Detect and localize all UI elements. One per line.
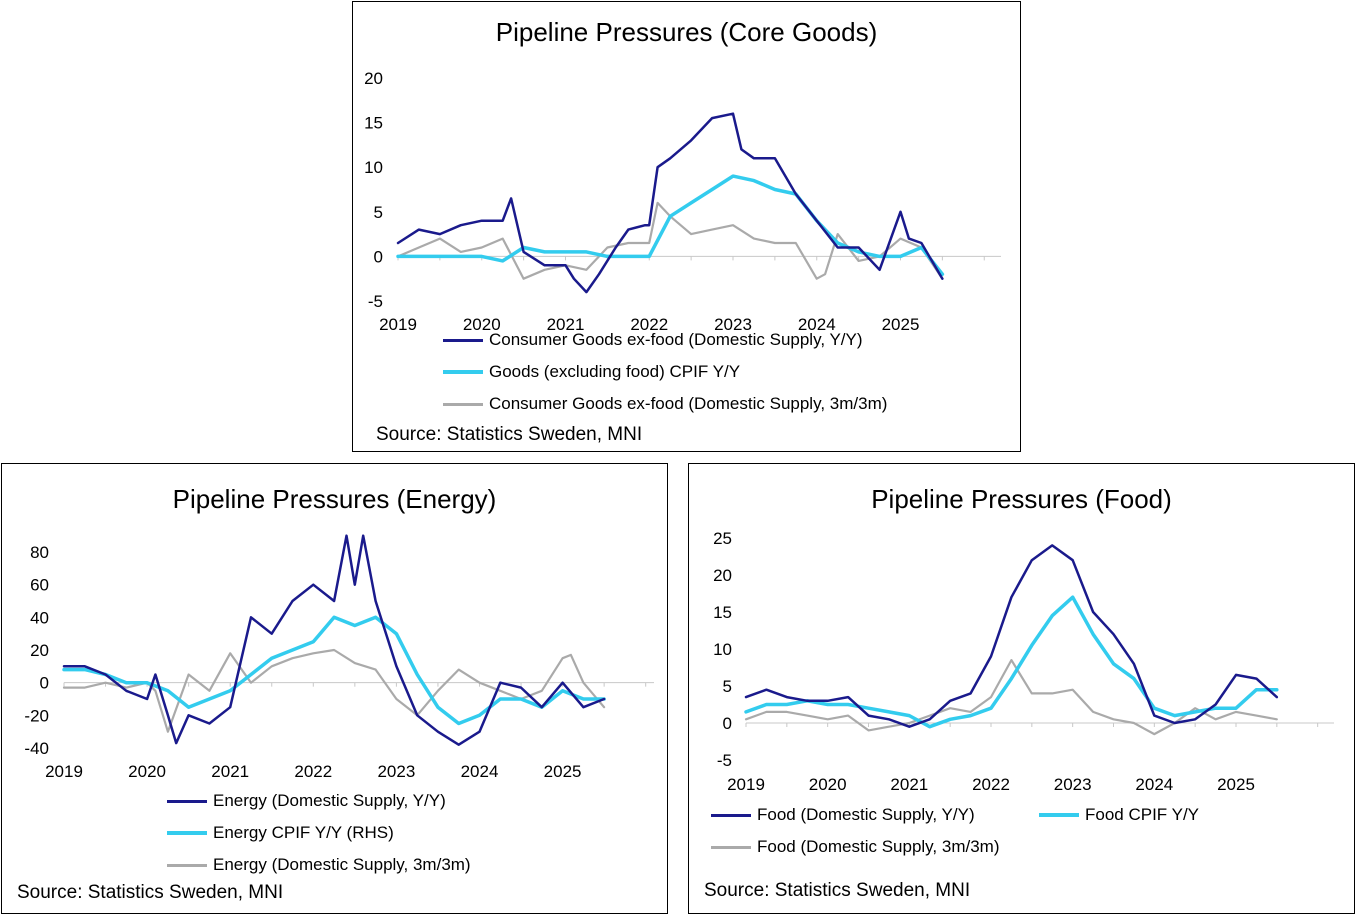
legend-swatch [443,402,483,406]
x-tick-label: 2023 [1054,775,1092,794]
y-tick-label: -20 [24,706,49,725]
x-tick-label: 2025 [882,315,920,332]
chart-panel-core-goods: Pipeline Pressures (Core Goods) 20 15 10 5 0… [352,1,1021,452]
series-line-2 [744,595,1279,729]
legend-label: Food (Domestic Supply, Y/Y) [757,805,975,824]
y-tick-label: 0 [723,714,732,733]
chart-title: Pipeline Pressures (Core Goods) [495,17,878,47]
legend-item: Food (Domestic Supply, 3m/3m) [711,837,999,857]
legend-item: Consumer Goods ex-food (Domestic Supply,… [443,394,887,414]
chart-title: Pipeline Pressures (Energy) [172,484,497,514]
legend-item: Energy (Domestic Supply, 3m/3m) [167,855,471,875]
legend-swatch [167,831,207,835]
legend-swatch [167,863,207,867]
y-tick-label: -5 [368,292,383,311]
series-line-1 [396,112,944,294]
x-tick-label: 2023 [377,762,415,781]
y-tick-label: 25 [713,529,732,548]
chart-panel-energy: Pipeline Pressures (Energy) 80 60 40 20 0 -20… [1,463,668,914]
legend-label: Goods (excluding food) CPIF Y/Y [489,362,741,381]
y-tick-label: 5 [374,203,383,222]
x-tick-label: 2021 [547,315,585,332]
legend-label: Consumer Goods ex-food (Domestic Supply,… [489,394,888,413]
y-tick-label: 60 [30,576,49,595]
x-tick-label: 2021 [890,775,928,794]
chart-plot-energy: 80 60 40 20 0 -20 -40 2019 2020 2021 2022 2023 2024 2… [24,534,654,781]
x-tick-label: 2024 [461,762,499,781]
source-note: Source: Statistics Sweden, MNI [704,880,971,901]
y-tick-label: 0 [40,674,49,693]
y-tick-label: 15 [364,114,383,133]
source-note: Source: Statistics Sweden, MNI [376,424,643,445]
legend-swatch [711,813,751,817]
series-line-1 [62,534,606,746]
x-tick-label: 2022 [294,762,332,781]
x-tick-label: 2024 [798,315,836,332]
x-tick-label: 2025 [1217,775,1255,794]
x-tick-label: 2021 [211,762,249,781]
y-tick-label: 5 [723,677,732,696]
legend-item: Consumer Goods ex-food (Domestic Supply,… [443,330,863,350]
legend-item: Goods (excluding food) CPIF Y/Y [443,362,740,382]
legend-swatch [1039,813,1079,817]
x-tick-label: 2023 [714,315,752,332]
legend-label: Food CPIF Y/Y [1085,805,1200,824]
x-tick-label: 2020 [463,315,501,332]
legend-swatch [443,370,483,374]
legend-item: Energy (Domestic Supply, Y/Y) [167,791,446,811]
x-tick-label: 2019 [379,315,417,332]
x-tick-label: 2019 [45,762,83,781]
legend-label: Consumer Goods ex-food (Domestic Supply,… [489,330,863,349]
legend-swatch [167,799,207,803]
x-tick-label: 2022 [972,775,1010,794]
x-tick-label: 2025 [544,762,582,781]
legend-item: Food CPIF Y/Y [1039,805,1199,825]
legend-swatch [443,338,483,342]
legend-label: Energy CPIF Y/Y (RHS) [213,823,394,842]
chart-title: Pipeline Pressures (Food) [871,484,1172,514]
y-tick-label: 20 [30,641,49,660]
y-tick-label: 10 [364,158,383,177]
legend-item: Energy CPIF Y/Y (RHS) [167,823,394,843]
y-tick-label: -40 [24,739,49,758]
legend-swatch [711,845,751,849]
chart-plot-core-goods: 20 15 10 5 0 -5 2019 2020 2021 2022 2023 2024 2025 [364,69,1001,332]
x-tick-label: 2020 [809,775,847,794]
y-tick-label: 40 [30,608,49,627]
chart-plot-food: 25 20 15 10 5 0 -5 2019 2020 2021 2022 2023 2024 2025 [713,529,1334,794]
y-tick-label: 15 [713,603,732,622]
y-tick-label: 80 [30,543,49,562]
x-tick-label: 2019 [727,775,765,794]
x-tick-label: 2024 [1135,775,1173,794]
y-tick-label: 20 [713,566,732,585]
series-line-2 [62,615,606,726]
series-line-3 [62,648,606,733]
legend-label: Energy (Domestic Supply, 3m/3m) [213,855,471,874]
series-line-2 [396,174,945,276]
chart-panel-food: Pipeline Pressures (Food) 25 20 15 10 5 0 -5 20… [688,463,1355,914]
y-tick-label: 20 [364,69,383,88]
legend-label: Energy (Domestic Supply, Y/Y) [213,791,446,810]
y-tick-label: 10 [713,640,732,659]
y-tick-label: -5 [717,751,732,770]
y-tick-label: 0 [374,247,383,266]
source-note: Source: Statistics Sweden, MNI [17,882,284,903]
legend-label: Food (Domestic Supply, 3m/3m) [757,837,1000,856]
legend-item: Food (Domestic Supply, Y/Y) [711,805,975,825]
x-tick-label: 2022 [630,315,668,332]
x-tick-label: 2020 [128,762,166,781]
series-line-1 [744,544,1279,728]
